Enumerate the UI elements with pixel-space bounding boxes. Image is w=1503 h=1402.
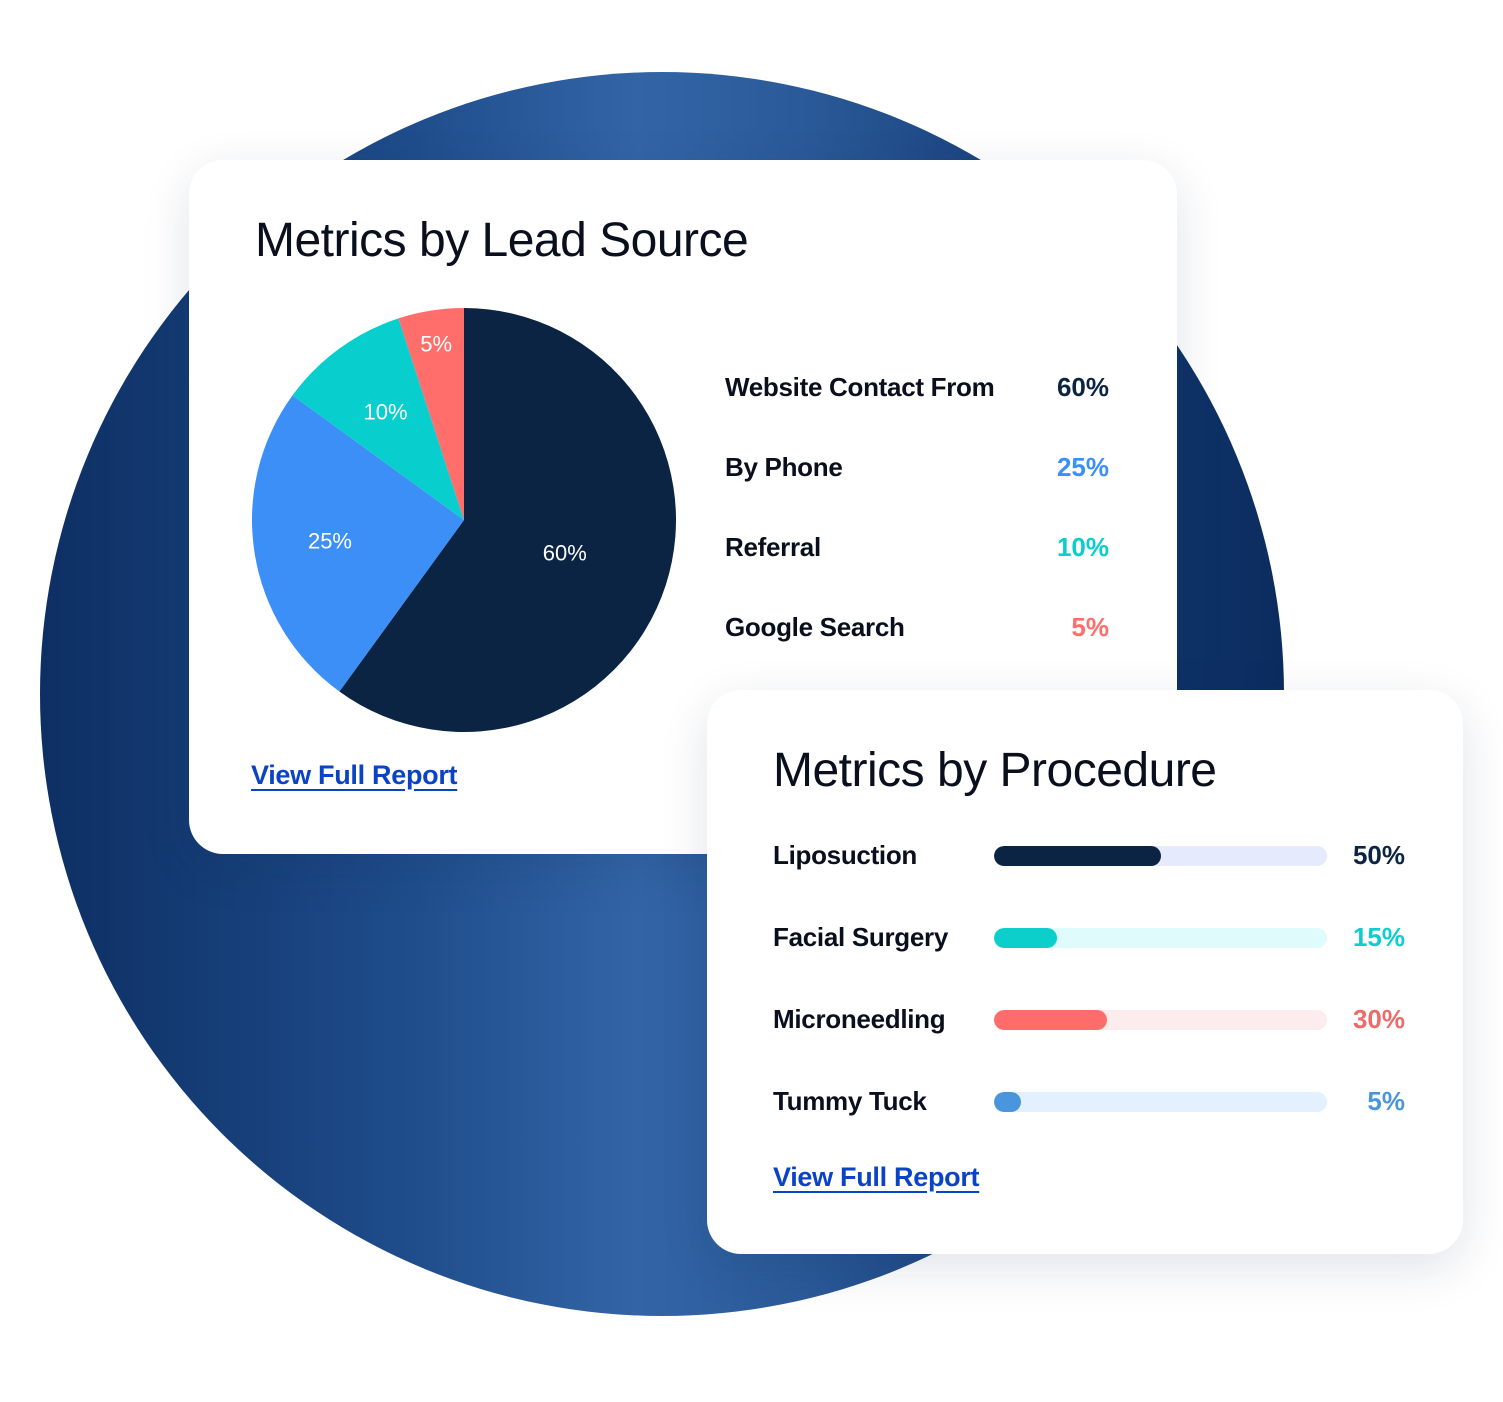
procedure-label: Tummy Tuck — [773, 1086, 927, 1116]
procedure-label: Facial Surgery — [773, 922, 948, 952]
procedure-card: Metrics by Procedure Liposuction 50% Fac… — [707, 690, 1463, 1254]
legend-row-website-contact: Website Contact From 60% — [725, 372, 1109, 452]
progress-fill — [994, 846, 1161, 866]
legend-value: 10% — [1056, 532, 1109, 562]
lead-source-view-report-link[interactable]: View Full Report — [251, 760, 458, 790]
progress-fill — [994, 1092, 1021, 1112]
lead-source-pie-chart: 60% 25% 10% 5% — [252, 308, 676, 732]
progress-track — [994, 928, 1327, 948]
procedure-row-tummy-tuck: Tummy Tuck 5% — [773, 1084, 1405, 1166]
legend-row-google-search: Google Search 5% — [725, 612, 1109, 692]
legend-value: 60% — [1056, 372, 1109, 402]
pie-slice-website-contact-from — [339, 308, 676, 732]
legend-label: By Phone — [725, 452, 843, 482]
progress-track — [994, 1092, 1327, 1112]
procedure-value: 5% — [1367, 1086, 1405, 1116]
legend-value: 5% — [1071, 612, 1109, 642]
progress-fill — [994, 928, 1058, 948]
pie-slice-label: 5% — [420, 332, 452, 357]
pie-slice-label: 60% — [543, 540, 587, 565]
pie-slice-google-search — [398, 308, 464, 520]
progress-track — [994, 846, 1327, 866]
procedure-view-report-link[interactable]: View Full Report — [773, 1162, 980, 1192]
procedure-row-liposuction: Liposuction 50% — [773, 838, 1405, 920]
procedure-row-facial-surgery: Facial Surgery 15% — [773, 920, 1405, 1002]
legend-label: Referral — [725, 532, 821, 562]
lead-source-card: Metrics by Lead Source 60% 25% 10% 5% Websi… — [189, 160, 1177, 854]
legend-row-by-phone: By Phone 25% — [725, 452, 1109, 532]
pie-slice-referral — [292, 318, 464, 520]
pie-slice-by-phone — [252, 395, 464, 692]
legend-label: Website Contact From — [725, 372, 995, 402]
procedure-row-microneedling: Microneedling 30% — [773, 1002, 1405, 1084]
procedure-list: Liposuction 50% Facial Surgery 15% Micro… — [773, 838, 1405, 1166]
progress-track — [994, 1010, 1327, 1030]
legend-label: Google Search — [725, 612, 905, 642]
lead-source-legend: Website Contact From 60% By Phone 25% Re… — [725, 372, 1109, 692]
procedure-value: 30% — [1352, 1004, 1405, 1034]
procedure-label: Microneedling — [773, 1004, 946, 1034]
procedure-value: 50% — [1352, 840, 1405, 870]
procedure-label: Liposuction — [773, 840, 918, 870]
legend-row-referral: Referral 10% — [725, 532, 1109, 612]
pie-slice-label: 25% — [308, 529, 352, 554]
procedure-value: 15% — [1352, 922, 1405, 952]
legend-value: 25% — [1056, 452, 1109, 482]
lead-source-title: Metrics by Lead Source — [255, 214, 749, 267]
pie-slice-label: 10% — [363, 399, 407, 424]
procedure-title: Metrics by Procedure — [773, 744, 1217, 797]
progress-fill — [994, 1010, 1108, 1030]
